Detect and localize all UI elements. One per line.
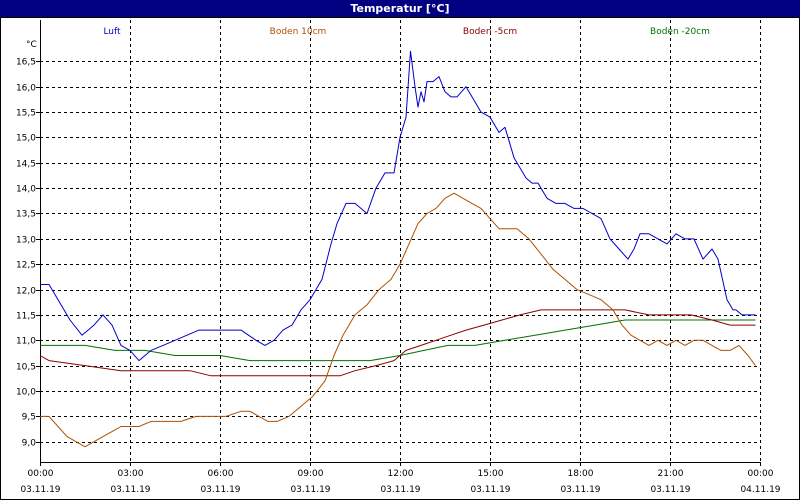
x-tick-time: 18:00	[568, 469, 594, 479]
x-tick-time: 09:00	[298, 469, 324, 479]
x-tick-date: 03.11.19	[560, 485, 600, 495]
x-tick-time: 00:00	[748, 469, 774, 479]
y-tick-label: 15,0	[16, 134, 36, 144]
x-tick-time: 00:00	[28, 469, 54, 479]
x-tick-time: 06:00	[208, 469, 234, 479]
y-tick-label: 14,5	[16, 160, 36, 170]
legend-item: Boden -5cm	[463, 27, 517, 37]
y-tick-label: 12,0	[16, 287, 36, 297]
series-line-luft	[40, 50, 756, 362]
x-tick-time: 12:00	[388, 469, 414, 479]
y-tick-label: 9,5	[22, 413, 36, 423]
chart-title: Temperatur [°C]	[0, 0, 800, 17]
plot-area: 9,0 9,5 10,0 10,5 11,0 11,5 12,0 12,5 13,0 13,5 14…	[16, 20, 781, 495]
y-tick-label: 10,0	[16, 388, 36, 398]
y-tick-label: 11,5	[16, 312, 36, 322]
y-tick-label: 13,5	[16, 210, 36, 220]
x-tick-time: 15:00	[478, 469, 504, 479]
legend-item: Boden -20cm	[650, 27, 710, 37]
y-tick-label: 12,5	[16, 261, 36, 271]
y-tick-label: 11,0	[16, 337, 36, 347]
y-tick-label: 16,5	[16, 58, 36, 68]
legend-item: Luft	[103, 27, 121, 37]
series-line-boden-20cm	[40, 319, 756, 362]
x-tick-date: 03.11.19	[200, 485, 240, 495]
series-line-boden-5cm	[39, 309, 756, 377]
x-tick-date: 03.11.19	[110, 485, 150, 495]
series-line-boden-10cm	[40, 192, 756, 448]
x-tick-date: 03.11.19	[380, 485, 420, 495]
y-tick-label: 14,0	[16, 185, 36, 195]
y-tick-label: 13,0	[16, 236, 36, 246]
x-tick-date: 04.11.19	[740, 485, 780, 495]
x-tick-date: 03.11.19	[290, 485, 330, 495]
y-unit-label: °C	[26, 40, 37, 50]
y-tick-label: 9,0	[22, 439, 37, 449]
x-tick-date: 03.11.19	[20, 485, 60, 495]
x-tick-time: 21:00	[658, 469, 684, 479]
y-tick-label: 15,5	[16, 109, 36, 119]
x-tick-date: 03.11.19	[650, 485, 690, 495]
x-tick-date: 03.11.19	[470, 485, 510, 495]
x-tick-time: 03:00	[118, 469, 144, 479]
legend-item: Boden 10cm	[270, 27, 327, 37]
y-tick-label: 10,5	[16, 363, 36, 373]
y-tick-label: 16,0	[16, 84, 36, 94]
